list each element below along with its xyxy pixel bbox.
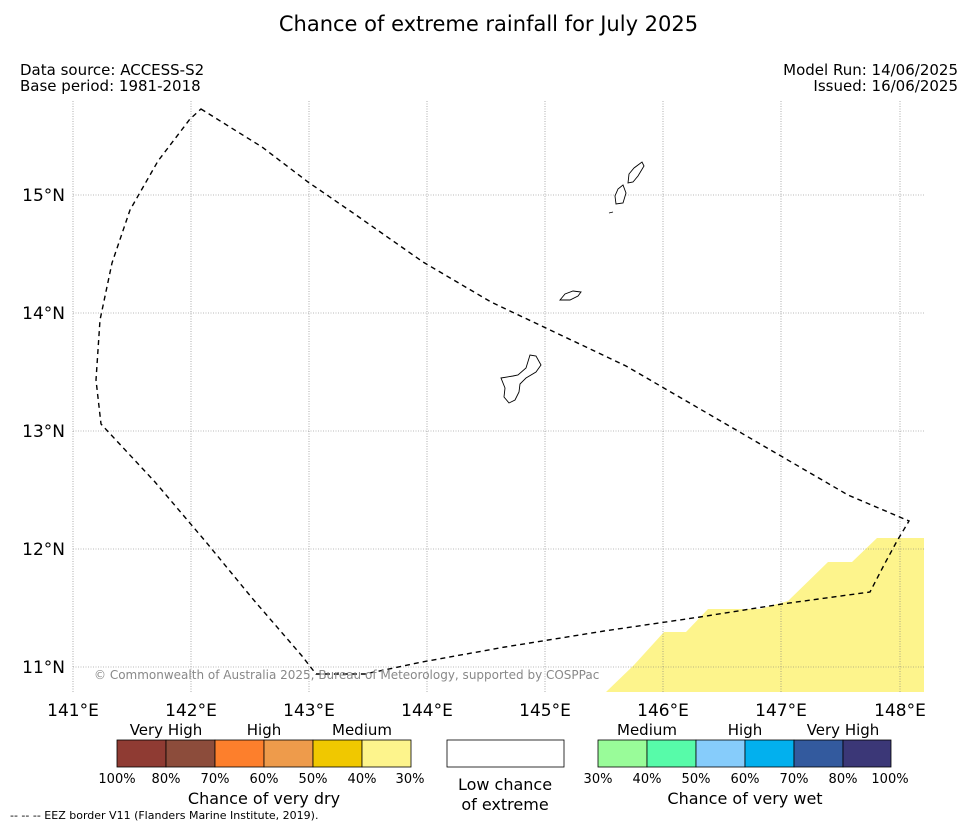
dry-percent-label: 80% — [152, 772, 181, 787]
wet-swatch-0 — [597, 739, 648, 768]
wet-percent-label: 40% — [633, 772, 662, 787]
lon-label: 143°E — [283, 701, 335, 721]
lon-label: 148°E — [874, 701, 926, 721]
lon-label: 142°E — [165, 701, 217, 721]
model-run-text: Model Run: 14/06/2025 — [783, 61, 958, 79]
wet-percent-label: 70% — [780, 772, 809, 787]
wet-category-label: High — [728, 721, 762, 739]
low-chance-swatch — [446, 739, 565, 768]
latitude-labels: 11°N 12°N 13°N 14°N 15°N — [22, 186, 65, 678]
lat-label: 11°N — [22, 658, 65, 678]
map-gridlines — [72, 101, 924, 692]
longitude-labels: 141°E 142°E 143°E 144°E 145°E 146°E 147°… — [47, 701, 926, 721]
low-chance-label-line1: Low chance — [458, 775, 552, 794]
island-tinian — [614, 184, 627, 205]
wet-swatch-1 — [646, 739, 697, 768]
wet-category-label: Medium — [617, 721, 677, 739]
wet-percent-label: 100% — [871, 772, 908, 787]
dry-category-label: Very High — [130, 721, 203, 739]
wet-category-label: Very High — [807, 721, 880, 739]
lon-label: 145°E — [519, 701, 571, 721]
dry-swatch-1 — [165, 739, 216, 768]
lon-label: 147°E — [755, 701, 807, 721]
dry-percent-label: 60% — [250, 772, 279, 787]
copyright-notice: © Commonwealth of Australia 2025, Bureau… — [94, 668, 599, 682]
dry-legend: Very High High Medium 100% 80% 70% 60% 5… — [98, 721, 424, 808]
dry-swatch-3 — [263, 739, 314, 768]
dry-percent-label: 40% — [348, 772, 377, 787]
lat-label: 13°N — [22, 422, 65, 442]
lat-label: 14°N — [22, 304, 65, 324]
island-rota — [559, 290, 582, 301]
wet-percent-label: 80% — [829, 772, 858, 787]
wet-swatch-3 — [744, 739, 795, 768]
dry-swatch-5 — [361, 739, 412, 768]
data-source-text: Data source: ACCESS-S2 — [20, 61, 205, 79]
dry-category-label: High — [247, 721, 281, 739]
wet-legend: Medium High Very High 30% 40% 50% 60% 70… — [584, 721, 909, 808]
eez-border — [95, 108, 911, 675]
dry-percent-label: 100% — [98, 772, 135, 787]
wet-swatch-4 — [793, 739, 844, 768]
base-period-text: Base period: 1981-2018 — [20, 77, 201, 95]
dry-category-label: Medium — [332, 721, 392, 739]
lat-label: 15°N — [22, 186, 65, 206]
lon-label: 144°E — [401, 701, 453, 721]
wet-swatch-2 — [695, 739, 746, 768]
dry-percent-label: 50% — [299, 772, 328, 787]
dry-percent-label: 70% — [201, 772, 230, 787]
dry-legend-title: Chance of very dry — [188, 789, 340, 808]
data-source-info: Data source: ACCESS-S2 Base period: 1981… — [20, 62, 204, 94]
wet-percent-label: 50% — [682, 772, 711, 787]
wet-percent-label: 60% — [731, 772, 760, 787]
island-guam — [500, 354, 542, 404]
wet-legend-title: Chance of very wet — [667, 789, 822, 808]
island-aguijan — [608, 211, 614, 214]
islands — [500, 161, 645, 404]
map-title: Chance of extreme rainfall for July 2025 — [278, 12, 699, 36]
wet-swatch-5 — [842, 739, 892, 768]
medium-dry-region — [606, 538, 924, 692]
neutral-legend: Low chance of extreme — [446, 739, 565, 814]
lon-label: 146°E — [637, 701, 689, 721]
eez-footnote: -- -- -- EEZ border V11 (Flanders Marine… — [10, 809, 319, 822]
lon-label: 141°E — [47, 701, 99, 721]
model-run-info: Model Run: 14/06/2025 Issued: 16/06/2025 — [783, 62, 958, 94]
low-chance-label-line2: of extreme — [461, 795, 548, 814]
island-saipan — [627, 161, 645, 184]
lat-label: 12°N — [22, 540, 65, 560]
dry-percent-label: 30% — [396, 772, 425, 787]
wet-percent-label: 30% — [584, 772, 613, 787]
issued-text: Issued: 16/06/2025 — [813, 77, 958, 95]
dry-swatch-2 — [214, 739, 265, 768]
dry-swatch-4 — [312, 739, 363, 768]
dry-swatch-0 — [116, 739, 167, 768]
